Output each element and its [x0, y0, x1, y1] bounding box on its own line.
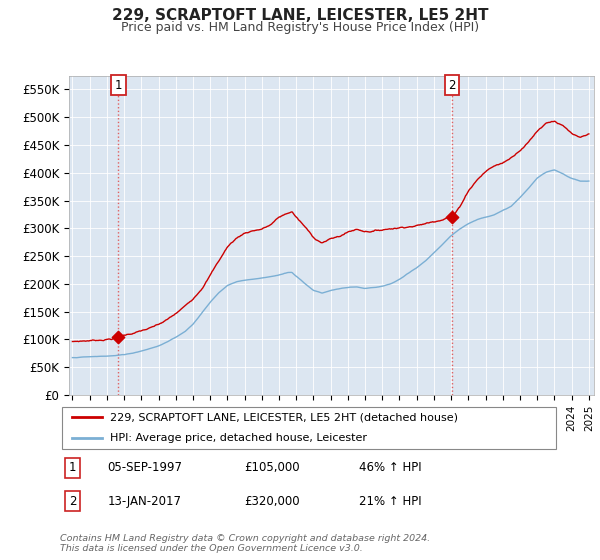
- Text: Contains HM Land Registry data © Crown copyright and database right 2024.
This d: Contains HM Land Registry data © Crown c…: [60, 534, 430, 553]
- Text: 13-JAN-2017: 13-JAN-2017: [107, 494, 181, 508]
- Text: 229, SCRAPTOFT LANE, LEICESTER, LE5 2HT (detached house): 229, SCRAPTOFT LANE, LEICESTER, LE5 2HT …: [110, 412, 458, 422]
- FancyBboxPatch shape: [62, 407, 556, 449]
- Text: 2: 2: [69, 494, 76, 508]
- Text: 1: 1: [69, 461, 76, 474]
- Text: £105,000: £105,000: [244, 461, 300, 474]
- Point: [447, 213, 457, 222]
- Text: 21% ↑ HPI: 21% ↑ HPI: [359, 494, 421, 508]
- Text: HPI: Average price, detached house, Leicester: HPI: Average price, detached house, Leic…: [110, 433, 367, 444]
- Text: 229, SCRAPTOFT LANE, LEICESTER, LE5 2HT: 229, SCRAPTOFT LANE, LEICESTER, LE5 2HT: [112, 8, 488, 24]
- Text: £320,000: £320,000: [244, 494, 300, 508]
- Text: 2: 2: [448, 78, 455, 92]
- Text: 46% ↑ HPI: 46% ↑ HPI: [359, 461, 421, 474]
- Text: 05-SEP-1997: 05-SEP-1997: [107, 461, 182, 474]
- Text: Price paid vs. HM Land Registry's House Price Index (HPI): Price paid vs. HM Land Registry's House …: [121, 21, 479, 34]
- Text: 1: 1: [115, 78, 122, 92]
- Point: [113, 332, 123, 341]
